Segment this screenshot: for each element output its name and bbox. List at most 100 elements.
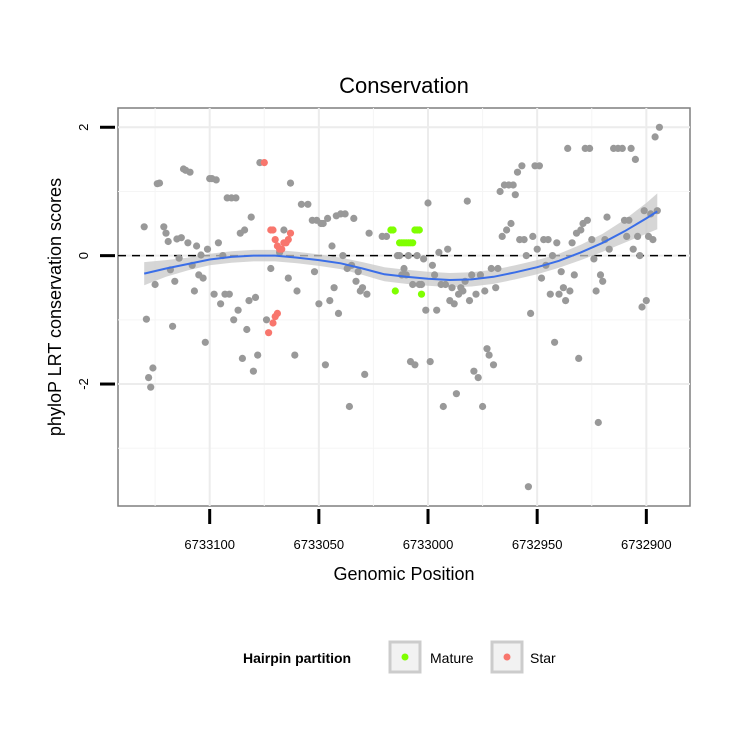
point-other [452,390,460,398]
point-mature [389,226,397,234]
point-other [649,236,657,244]
point-other [498,232,506,240]
point-other [232,194,240,202]
point-other [570,271,578,279]
plot-border [117,107,691,507]
legend-dot-star [503,653,511,661]
point-other [199,274,207,282]
point-other [640,207,648,215]
smooth-trend-line [143,210,658,282]
point-other [341,210,349,218]
point-other [511,191,519,199]
point-other [496,187,504,196]
x-axis-title: Genomic Position [333,564,474,584]
point-other [413,252,421,260]
x-tick-label: 6733000 [403,537,454,552]
point-other [345,402,353,411]
point-other [162,229,170,237]
point-other [254,351,262,359]
point-other [315,300,323,308]
point-other [489,361,498,369]
point-other [494,264,502,273]
point-mature [409,239,417,247]
point-other [535,162,544,170]
point-other [396,252,404,260]
point-other [155,179,164,187]
point-other [363,290,371,298]
point-star [271,236,279,244]
point-other [555,290,563,298]
point-other [352,277,360,285]
point-other [293,287,301,295]
point-other [431,271,439,279]
point-other [487,264,495,273]
point-other [328,242,336,250]
point-other [171,277,179,285]
point-other [422,306,430,314]
point-other [557,268,565,276]
point-other [428,261,436,269]
point-other [291,351,299,359]
point-other [476,271,484,279]
point-other [197,251,205,259]
point-other [625,216,633,224]
point-other [629,245,637,253]
point-other [594,418,602,427]
point-other [145,374,153,382]
point-other [627,144,635,152]
point-other [599,277,607,285]
point-other [230,316,238,324]
y-axis: -2 0 2 [76,124,115,390]
point-other [520,236,528,244]
point-other [417,280,426,289]
point-other [444,245,452,253]
point-star [260,159,268,167]
point-other [470,367,478,375]
point-other [642,297,650,305]
point-other [404,252,412,260]
point-other [463,197,471,205]
point-other [433,306,441,314]
point-other [184,239,192,247]
point-other [618,144,626,152]
legend-title: Hairpin partition [243,650,351,666]
point-other [603,213,611,221]
x-tick-label: 6733100 [184,537,235,552]
point-other [483,345,491,353]
point-star [278,245,286,253]
grid [118,108,690,506]
point-other [326,297,334,305]
point-star [286,229,295,237]
point-other [588,236,596,244]
point-other [321,361,329,369]
point-other [358,284,367,292]
point-other [655,123,664,131]
y-tick-label: -2 [76,378,91,390]
point-other [441,280,450,289]
series-mature-points [387,226,426,298]
point-other [324,214,332,222]
point-other [503,226,511,234]
point-other [485,351,493,359]
point-other [527,309,535,317]
point-other [509,181,517,189]
point-other [513,168,522,176]
point-other [238,354,246,362]
point-other [577,226,585,234]
point-other [548,252,557,260]
point-other [465,297,474,305]
legend: Hairpin partition Mature Star [243,640,556,674]
point-other [249,367,257,375]
point-other [245,297,253,305]
point-other [564,144,572,152]
point-other [507,219,515,228]
x-tick-label: 6732900 [621,537,672,552]
point-other [365,229,373,237]
point-other [284,274,292,282]
point-other [193,242,201,250]
point-other [247,213,255,221]
point-other [533,245,541,253]
point-star [269,319,277,327]
point-other [142,315,150,323]
